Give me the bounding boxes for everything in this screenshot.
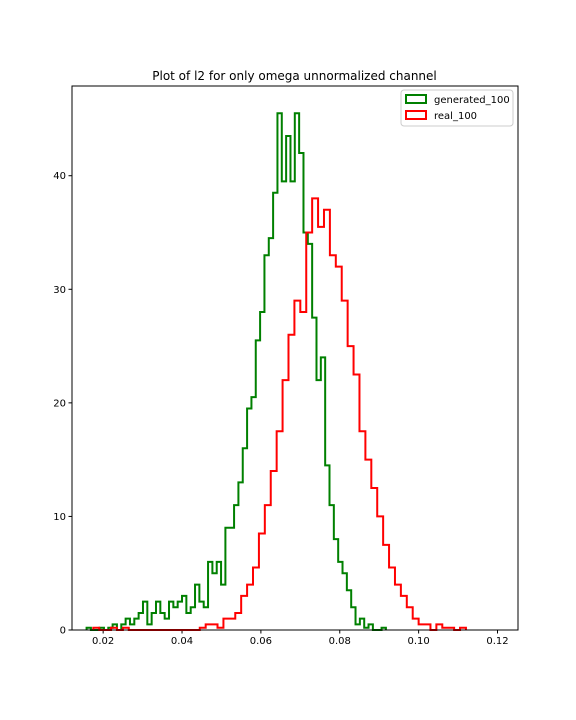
x-tick-label: 0.04 bbox=[171, 636, 193, 647]
legend: generated_100 real_100 bbox=[400, 89, 514, 127]
x-tick-label: 0.10 bbox=[407, 636, 429, 647]
x-tick-label: 0.12 bbox=[486, 636, 508, 647]
y-axis-ticks: 0 10 20 30 40 bbox=[53, 171, 72, 637]
y-tick-label: 30 bbox=[53, 285, 66, 296]
y-tick-label: 0 bbox=[60, 626, 66, 637]
chart-title: Plot of l2 for only omega unnormalized c… bbox=[152, 69, 437, 83]
legend-swatch-generated bbox=[405, 94, 427, 104]
y-tick-label: 40 bbox=[53, 171, 66, 182]
x-tick-label: 0.08 bbox=[329, 636, 351, 647]
y-tick-label: 20 bbox=[53, 398, 66, 409]
x-tick-label: 0.06 bbox=[250, 636, 272, 647]
legend-label-generated: generated_100 bbox=[434, 95, 510, 106]
legend-box bbox=[400, 89, 514, 127]
x-tick-label: 0.02 bbox=[92, 636, 114, 647]
y-tick-label: 10 bbox=[53, 512, 66, 523]
legend-label-real: real_100 bbox=[434, 111, 477, 122]
plot-area-frame bbox=[71, 85, 519, 631]
histogram-series-generated bbox=[85, 112, 387, 631]
legend-swatch-real bbox=[405, 110, 427, 120]
